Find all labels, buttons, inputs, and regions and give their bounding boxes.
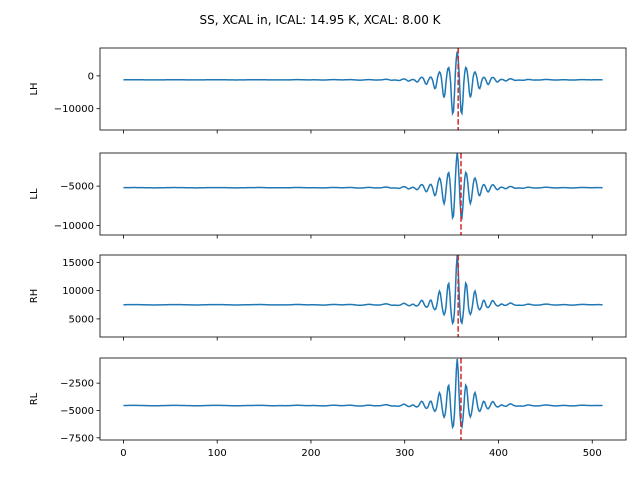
y-tick-label: 0	[88, 71, 94, 82]
x-tick-label: 200	[301, 448, 320, 459]
y-tick-label: −7500	[60, 433, 94, 444]
y-tick-label: −2500	[60, 379, 94, 390]
x-tick-label: 100	[208, 448, 227, 459]
y-tick-label: −10000	[54, 104, 94, 115]
y-tick-label: −10000	[54, 221, 94, 232]
x-tick-label: 500	[583, 448, 602, 459]
subplot-lh: 0 −10000 LH	[29, 47, 627, 134]
subplot-rl: 0 100 200 300 400 500 −2500 −5000 −7500 RL	[29, 357, 627, 459]
axes-frame	[99, 254, 627, 338]
x-tick-label: 400	[489, 448, 508, 459]
y-tick-label: −5000	[60, 406, 94, 417]
y-axis-label: RH	[29, 289, 40, 303]
x-tick-label: 300	[395, 448, 414, 459]
series-line-rh	[123, 255, 603, 326]
y-axis-label: LL	[29, 188, 40, 200]
figure-title: SS, XCAL in, ICAL: 14.95 K, XCAL: 8.00 K	[199, 13, 441, 27]
series-line-ll	[123, 153, 603, 221]
y-tick-label: 10000	[62, 286, 94, 297]
y-axis-label: LH	[29, 82, 40, 95]
y-axis-label: RL	[29, 392, 40, 405]
series-line-lh	[123, 51, 603, 117]
y-tick-label: 15000	[62, 258, 94, 269]
y-tick-label: −5000	[60, 182, 94, 193]
y-tick-label: 5000	[69, 314, 94, 325]
subplot-stack: 0 −10000 LH −5000 −10000 LL 15000 10000 5000 RH 0 1…	[29, 47, 627, 459]
axes-frame	[99, 47, 627, 131]
x-tick-label: 0	[120, 448, 126, 459]
axes-frame	[99, 357, 627, 441]
axes-frame	[99, 152, 627, 236]
series-line-rl	[123, 358, 603, 430]
subplot-ll: −5000 −10000 LL	[29, 152, 627, 239]
subplot-rh: 15000 10000 5000 RH	[29, 254, 627, 341]
